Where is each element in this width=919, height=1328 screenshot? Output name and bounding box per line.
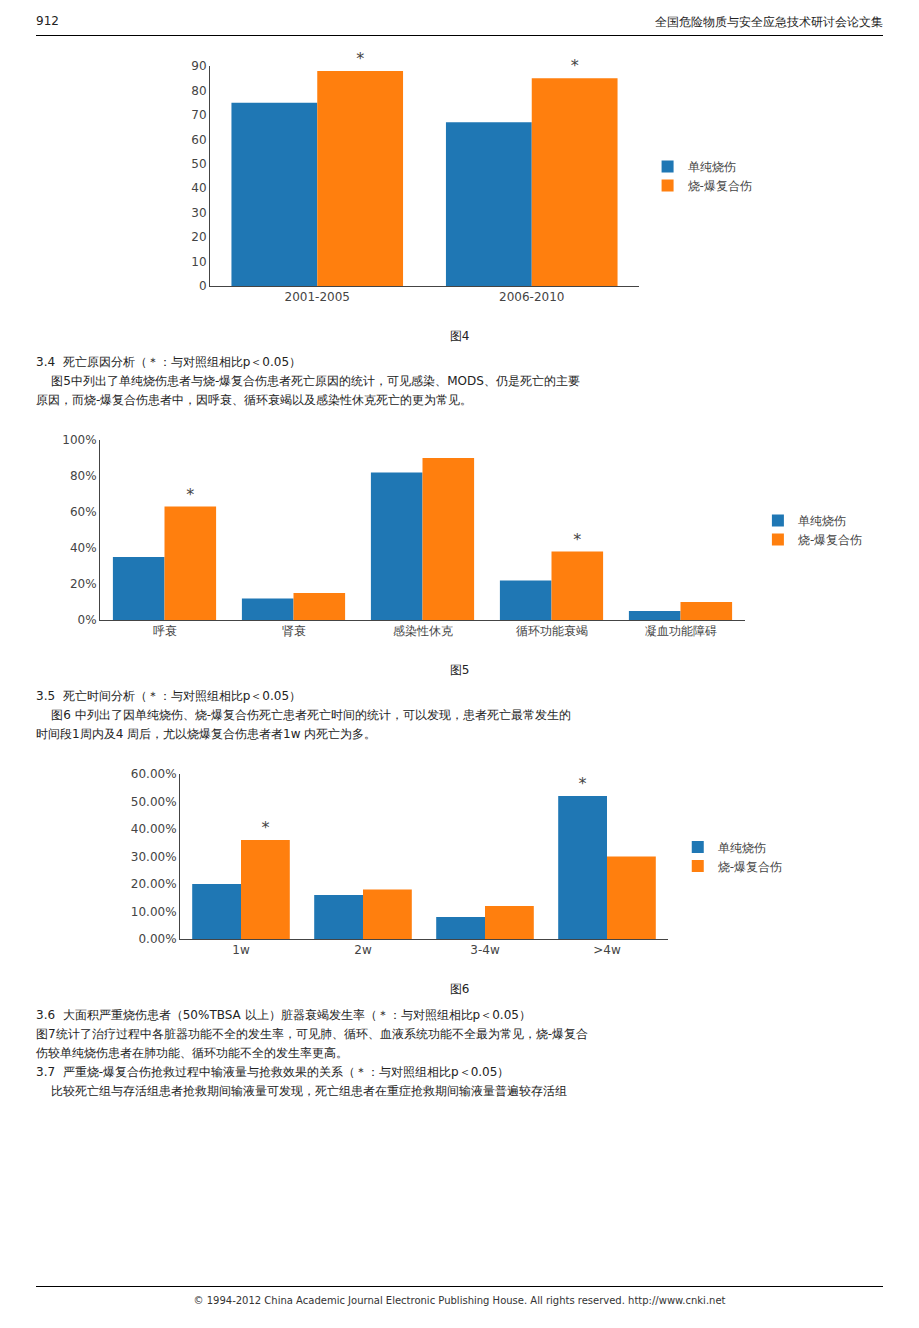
svg-text:80: 80 (191, 84, 206, 98)
svg-text:40: 40 (191, 181, 206, 195)
html-text:© 1994-2012 China Academic Jou: © 1994-2012 China Academic Journal Elect… (193, 1295, 726, 1306)
svg-text:20%: 20% (69, 577, 96, 591)
html-text:3.4 死亡原因分析（＊：与对照组相比p＜0.05）: 3.4 死亡原因分析（＊：与对照组相比p＜0.05） (36, 355, 302, 369)
html-text:图4: 图4 (449, 329, 470, 343)
svg-text:2w: 2w (354, 943, 372, 957)
svg-text:1w: 1w (232, 943, 250, 957)
svg-text:90: 90 (191, 59, 206, 73)
svg-text:肾衰: 肾衰 (281, 624, 305, 638)
svg-text:*: * (578, 774, 586, 793)
svg-text:凝血功能障碍: 凝血功能障碍 (644, 624, 716, 638)
html-text:伤较单纯烧伤患者在肺功能、循环功能不全的发生率更高。: 伤较单纯烧伤患者在肺功能、循环功能不全的发生率更高。 (36, 1046, 348, 1060)
svg-text:单纯烧伤: 单纯烧伤 (797, 514, 845, 528)
svg-text:*: * (570, 56, 578, 75)
svg-text:20.00%: 20.00% (130, 877, 176, 891)
svg-text:50: 50 (191, 157, 206, 171)
svg-text:80%: 80% (69, 469, 96, 483)
html-text:图6: 图6 (449, 982, 470, 996)
svg-text:60%: 60% (69, 505, 96, 519)
svg-text:*: * (261, 818, 269, 837)
svg-text:*: * (356, 49, 364, 68)
svg-text:感染性休克: 感染性休克 (392, 624, 452, 638)
svg-text:0: 0 (198, 279, 206, 293)
svg-text:烧-爆复合伤: 烧-爆复合伤 (717, 860, 781, 874)
svg-text:烧-爆复合伤: 烧-爆复合伤 (797, 533, 861, 547)
svg-text:2001-2005: 2001-2005 (284, 290, 349, 304)
svg-text:2006-2010: 2006-2010 (499, 290, 564, 304)
html-text:图7统计了治疗过程中各脏器功能不全的发生率，可见肺、循环、血: 图7统计了治疗过程中各脏器功能不全的发生率，可见肺、循环、血液系统功能不全最为常… (36, 1027, 588, 1041)
svg-text:20: 20 (191, 230, 206, 244)
svg-text:70: 70 (191, 108, 206, 122)
svg-text:30.00%: 30.00% (130, 850, 176, 864)
svg-text:0.00%: 0.00% (138, 932, 176, 946)
svg-text:烧-爆复合伤: 烧-爆复合伤 (687, 179, 751, 193)
html-text:图5中列出了单纯烧伤患者与烧-爆复合伤患者死亡原因的统计，可: 图5中列出了单纯烧伤患者与烧-爆复合伤患者死亡原因的统计，可见感染、MODS、仍… (36, 374, 580, 388)
html-text:912: 912 (36, 14, 59, 28)
svg-text:单纯烧伤: 单纯烧伤 (687, 160, 735, 174)
svg-text:3-4w: 3-4w (470, 943, 500, 957)
html-text:时间段1周内及4 周后，尤以烧爆复合伤患者者1w 内死亡为多: 时间段1周内及4 周后，尤以烧爆复合伤患者者1w 内死亡为多。 (36, 727, 377, 741)
html-text:3.7 严重烧-爆复合伤抢救过程中输液量与抢救效果的关系（＊: 3.7 严重烧-爆复合伤抢救过程中输液量与抢救效果的关系（＊：与对照组相比p＜0… (36, 1065, 510, 1079)
svg-text:40%: 40% (69, 541, 96, 555)
html-text:全国危险物质与安全应急技术研讨会论文集: 全国危险物质与安全应急技术研讨会论文集 (655, 15, 883, 29)
svg-text:50.00%: 50.00% (130, 795, 176, 809)
svg-text:*: * (186, 485, 194, 504)
svg-text:呼衰: 呼衰 (152, 624, 176, 638)
html-text:比较死亡组与存活组患者抢救期间输液量可发现，死亡组患者在重症: 比较死亡组与存活组患者抢救期间输液量可发现，死亡组患者在重症抢救期间输液量普遍较… (36, 1084, 568, 1098)
svg-text:10.00%: 10.00% (130, 905, 176, 919)
html-text:3.6 大面积严重烧伤患者（50%TBSA 以上）脏器衰竭发: 3.6 大面积严重烧伤患者（50%TBSA 以上）脏器衰竭发生率（＊：与对照组相… (36, 1008, 531, 1022)
html-text:图5: 图5 (449, 663, 470, 677)
svg-text:60: 60 (191, 133, 206, 147)
html-text:3.5 死亡时间分析（＊：与对照组相比p＜0.05）: 3.5 死亡时间分析（＊：与对照组相比p＜0.05） (36, 689, 302, 703)
svg-text:循环功能衰竭: 循环功能衰竭 (515, 624, 587, 638)
svg-text:10: 10 (191, 255, 206, 269)
html-text:原因，而烧-爆复合伤患者中，因呼衰、循环衰竭以及感染性休克死: 原因，而烧-爆复合伤患者中，因呼衰、循环衰竭以及感染性休克死亡的更为常见。 (36, 393, 473, 407)
svg-text:100%: 100% (62, 433, 96, 447)
svg-text:0%: 0% (77, 613, 96, 627)
svg-text:40.00%: 40.00% (130, 822, 176, 836)
html-text:图6 中列出了因单纯烧伤、烧-爆复合伤死亡患者死亡时间的统计: 图6 中列出了因单纯烧伤、烧-爆复合伤死亡患者死亡时间的统计，可以发现，患者死亡… (36, 708, 571, 722)
svg-text:单纯烧伤: 单纯烧伤 (717, 841, 765, 855)
svg-text:60.00%: 60.00% (130, 767, 176, 781)
svg-text:*: * (573, 530, 581, 549)
svg-text:30: 30 (191, 206, 206, 220)
svg-text:>4w: >4w (593, 943, 621, 957)
